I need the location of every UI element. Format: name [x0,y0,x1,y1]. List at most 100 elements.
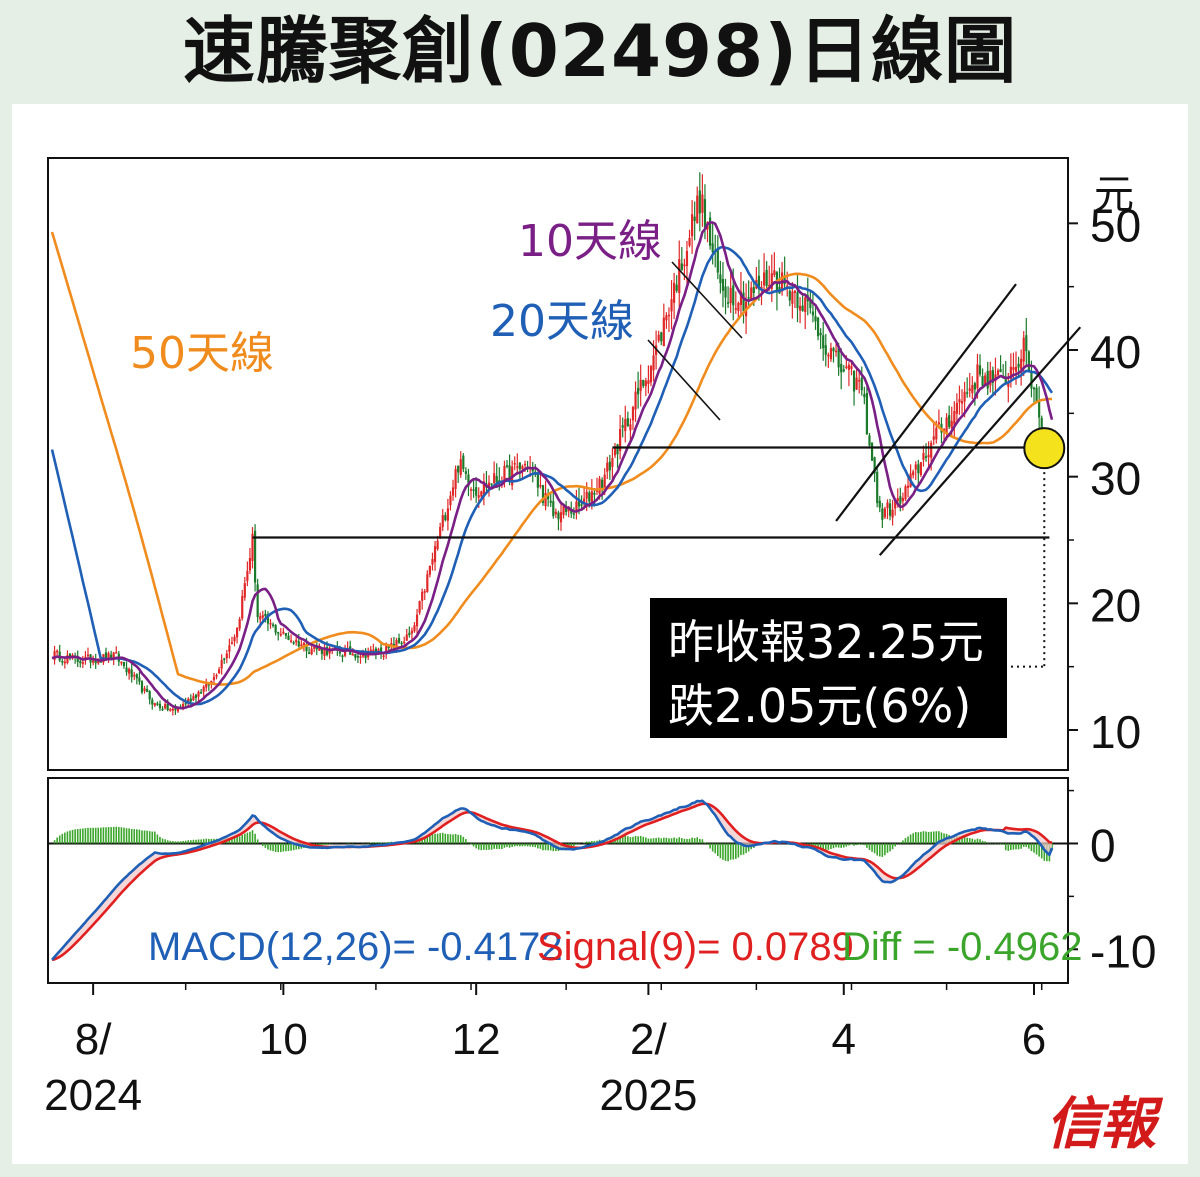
candle-body [1025,335,1028,352]
candle-body [428,565,431,575]
candle-body [631,407,635,421]
candle-body [207,683,210,686]
candle-body [886,502,889,509]
candle-body [1032,387,1036,390]
signal-readout: Signal(9)= 0.0789 [537,925,854,969]
candle-body [937,422,940,425]
candle-body [701,194,704,213]
candle-body [595,490,599,492]
candle-body [164,704,167,709]
candle-body [924,456,928,458]
candle-body [580,504,583,506]
candle-body [1040,417,1043,430]
candle-body [719,274,722,284]
channel-lower-line [878,326,1082,556]
y-tick-label: 30 [1090,453,1141,505]
candle-body [475,487,478,496]
candle-body [302,642,306,646]
candle-body [678,259,681,293]
candle-body [79,661,82,664]
candle-body [508,465,511,482]
candle-body [922,452,925,460]
candle-body [1007,383,1010,387]
candle-body [999,369,1002,373]
candle-body [816,317,820,337]
candle-body [693,216,696,222]
candle-body [76,656,79,662]
candle-body [238,619,241,629]
channel-upper-line [835,283,1017,522]
candle-body [852,370,856,392]
candle-body [757,275,761,290]
candle-body [1017,363,1020,368]
candle-body [153,703,156,706]
candle-body [696,195,699,224]
candle-body [557,512,560,520]
candle-body [747,297,750,299]
candle-body [770,273,773,289]
candle-body [161,708,164,711]
candle-body [1012,367,1015,370]
candle-body [356,655,360,658]
candle-body [56,650,59,653]
candle-body [935,428,938,440]
candle-body [282,631,285,634]
candle-body [251,533,254,561]
macd-line [51,799,1054,961]
candle-body [277,632,280,634]
candle-body [264,613,267,617]
ma20-line [50,245,1054,706]
candle-body [588,492,591,502]
candle-body [246,571,249,581]
candle-body [914,464,917,470]
candle-body [703,199,707,229]
candle-body [865,392,869,435]
candle-body [403,641,406,644]
candle-body [899,496,902,504]
candle-body [683,264,686,267]
candle-body [804,297,807,312]
axes-layer: 10 20 30 40 50 0 -10 8/2024 10 12 2/2025 4 6 [44,199,1156,1120]
candle-body [120,661,123,664]
candle-body [855,377,858,390]
candle-body [143,688,146,691]
candle-body [289,640,293,642]
ma10-label: 10天線 [518,216,662,267]
candle-body [300,644,303,647]
candle-body [1027,351,1030,371]
candle-body [151,699,154,705]
candle-body [562,505,565,515]
candle-body [464,471,467,474]
candle-body [354,654,357,658]
candle-body [608,461,611,471]
candle-body [739,291,743,306]
candle-body [241,596,244,619]
candle-body [408,632,411,636]
candle-body [986,370,989,389]
candle-body [61,661,64,663]
candle-body [323,647,326,656]
candle-body [194,694,198,698]
candle-body [86,654,90,657]
candle-body [171,708,174,711]
ma10-line [51,221,1054,710]
candle-body [379,647,383,655]
candle-body [1004,376,1007,384]
annotation-line1: 昨收報32.25元 [668,615,984,669]
candle-body [382,655,385,657]
candle-body [732,285,735,306]
candle-body [223,658,226,660]
y-tick-label: 10 [1090,706,1141,758]
candle-body [698,190,701,214]
candle-body [688,237,691,246]
candle-body [192,696,195,701]
candle-body [539,485,542,487]
candle-body [796,292,799,309]
candle-body [338,651,342,654]
candle-body [457,465,460,473]
y-tick-label: 20 [1090,579,1141,631]
candle-body [135,674,138,679]
candle-body [572,513,575,515]
candle-body [639,379,642,392]
candle-body [762,272,766,286]
